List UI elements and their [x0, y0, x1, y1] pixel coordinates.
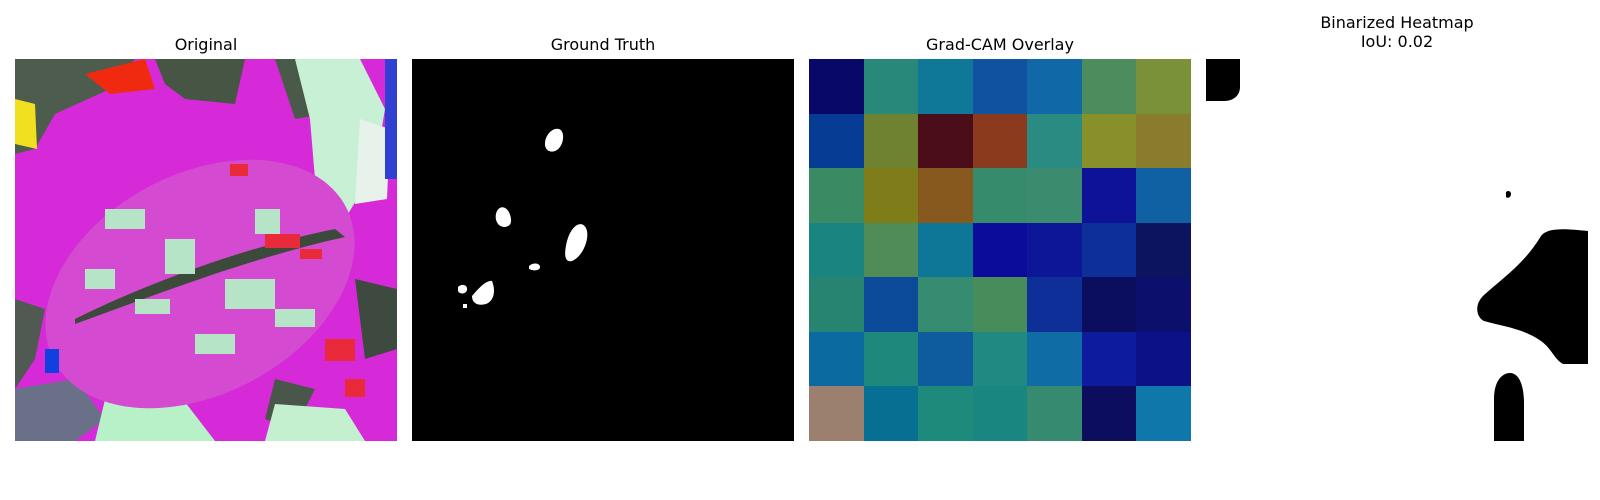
gradcam-cell: [809, 114, 864, 168]
binarized-heatmap-image: [1206, 59, 1588, 441]
gradcam-cell: [973, 59, 1027, 114]
dark-region: [355, 279, 397, 359]
gradcam-cell: [973, 386, 1027, 441]
original-leaf-image: [15, 59, 397, 441]
gradcam-cell: [1136, 277, 1191, 332]
gradcam-cell: [918, 386, 973, 441]
panel-title-gradcam: Grad-CAM Overlay: [926, 35, 1074, 54]
yellow-patch: [15, 99, 37, 149]
gradcam-cell: [918, 223, 973, 277]
panel-title-binarized: Binarized Heatmap IoU: 0.02: [1320, 13, 1474, 51]
gradcam-cell: [1136, 223, 1191, 277]
binarized-regions: [1206, 59, 1588, 441]
gradcam-cell: [809, 277, 864, 332]
gradcam-cell: [1082, 386, 1136, 441]
mint-region: [265, 404, 365, 441]
gradcam-cell: [809, 59, 864, 114]
gradcam-cell: [1136, 332, 1191, 386]
panel-ground-truth: Ground Truth: [412, 0, 794, 500]
gradcam-cell: [1027, 223, 1082, 277]
gradcam-cell: [864, 223, 918, 277]
gradcam-cell: [973, 168, 1027, 223]
gradcam-cell: [1082, 59, 1136, 114]
gradcam-cell: [973, 332, 1027, 386]
gradcam-cell: [809, 386, 864, 441]
gradcam-cell: [1136, 386, 1191, 441]
gradcam-cell: [973, 223, 1027, 277]
dark-region: [155, 59, 245, 104]
gradcam-cell: [1027, 277, 1082, 332]
gradcam-overlay-image: [809, 59, 1191, 441]
dark-region: [15, 299, 45, 389]
gradcam-cell: [1136, 114, 1191, 168]
ground-truth-svg: [412, 59, 794, 441]
gradcam-cell: [1027, 386, 1082, 441]
red-patch: [85, 59, 155, 94]
gradcam-cell: [1027, 332, 1082, 386]
gradcam-cell: [1027, 168, 1082, 223]
gray-region: [15, 379, 105, 441]
gradcam-cell: [973, 277, 1027, 332]
leaf-red-spots: [230, 164, 365, 397]
gradcam-cell: [1082, 277, 1136, 332]
gradcam-cell: [1082, 114, 1136, 168]
gradcam-cell: [1027, 59, 1082, 114]
blue-edge: [385, 59, 397, 179]
gradcam-cell: [918, 114, 973, 168]
gradcam-cell: [809, 332, 864, 386]
panel-title-ground-truth: Ground Truth: [550, 35, 656, 54]
leaf-speckles: [85, 209, 315, 354]
gradcam-cell: [1082, 168, 1136, 223]
gradcam-cell: [918, 277, 973, 332]
panel-title-original: Original: [174, 35, 238, 54]
gradcam-cell: [1082, 332, 1136, 386]
gradcam-cell: [864, 114, 918, 168]
ground-truth-mask: [412, 59, 794, 441]
gradcam-cell: [1082, 223, 1136, 277]
gradcam-cell: [1027, 114, 1082, 168]
gradcam-cell: [1136, 59, 1191, 114]
panel-original: Original: [15, 0, 397, 500]
binarized-svg: [1206, 59, 1588, 441]
gradcam-cell: [864, 332, 918, 386]
mask-background: [412, 59, 794, 441]
gradcam-cell: [864, 59, 918, 114]
gradcam-cell: [809, 223, 864, 277]
gradcam-cell: [864, 386, 918, 441]
gradcam-cell: [864, 168, 918, 223]
binarized-background: [1206, 59, 1588, 441]
gradcam-cell: [1136, 168, 1191, 223]
original-leaf-svg: [15, 59, 397, 441]
gradcam-cell: [918, 332, 973, 386]
blue-spot: [45, 349, 59, 373]
mask-lesions: [458, 128, 588, 308]
panel-binarized-heatmap: Binarized Heatmap IoU: 0.02: [1206, 0, 1588, 500]
gradcam-cell: [809, 168, 864, 223]
gradcam-cell: [918, 59, 973, 114]
panel-gradcam-overlay: Grad-CAM Overlay: [809, 0, 1191, 500]
leaf-midrib: [75, 229, 345, 324]
light-region: [355, 119, 390, 204]
gradcam-cell: [864, 277, 918, 332]
gradcam-cell: [973, 114, 1027, 168]
gradcam-cell: [918, 168, 973, 223]
gradcam-grid: [809, 59, 1191, 441]
